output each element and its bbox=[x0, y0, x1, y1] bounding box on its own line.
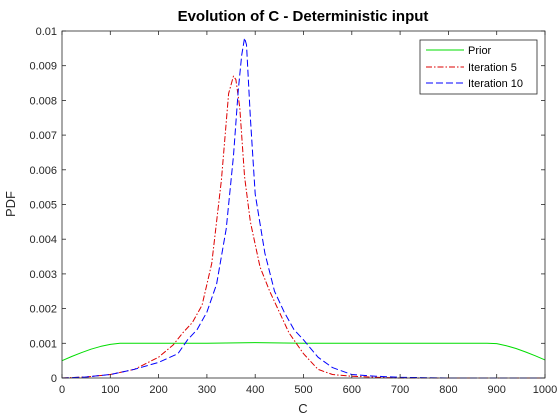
x-tick-label: 1000 bbox=[533, 384, 557, 396]
x-tick-label: 600 bbox=[343, 384, 361, 396]
series-line-prior bbox=[61, 342, 546, 362]
series-line-iteration-10 bbox=[61, 37, 545, 379]
x-axis-ticks: 0 100 200 300 400 500 600 700 800 900 1000 bbox=[59, 31, 557, 396]
y-tick-label: 0.002 bbox=[29, 304, 57, 316]
legend-label-iteration-5: Iteration 5 bbox=[468, 62, 517, 74]
x-tick-label: 500 bbox=[294, 384, 312, 396]
y-tick-label: 0.01 bbox=[36, 26, 57, 38]
y-axis-ticks: 0 0.001 0.002 0.003 0.004 0.005 0.006 0.007 0.00… bbox=[29, 26, 545, 385]
x-tick-label: 0 bbox=[59, 384, 65, 396]
legend-label-iteration-10: Iteration 10 bbox=[468, 78, 523, 90]
x-tick-label: 800 bbox=[439, 384, 457, 396]
legend-label-prior: Prior bbox=[468, 45, 492, 57]
y-tick-label: 0.004 bbox=[29, 234, 57, 246]
y-axis-label: PDF bbox=[3, 191, 18, 217]
y-tick-label: 0.003 bbox=[29, 269, 57, 281]
x-tick-label: 400 bbox=[246, 384, 264, 396]
y-tick-label: 0 bbox=[51, 373, 57, 385]
y-tick-label: 0.008 bbox=[29, 95, 57, 107]
y-tick-label: 0.001 bbox=[29, 338, 57, 350]
y-tick-label: 0.009 bbox=[29, 61, 57, 73]
series-line-iteration-5 bbox=[61, 75, 545, 379]
y-tick-label: 0.006 bbox=[29, 165, 57, 177]
chart-title: Evolution of C - Deterministic input bbox=[178, 8, 429, 25]
x-tick-label: 100 bbox=[101, 384, 119, 396]
x-tick-label: 300 bbox=[198, 384, 216, 396]
legend: Prior Iteration 5 Iteration 10 bbox=[419, 39, 538, 95]
x-axis-label: C bbox=[298, 401, 307, 416]
y-tick-label: 0.005 bbox=[29, 200, 57, 212]
y-tick-label: 0.007 bbox=[29, 130, 57, 142]
x-tick-label: 200 bbox=[149, 384, 167, 396]
x-tick-label: 900 bbox=[488, 384, 506, 396]
x-tick-label: 700 bbox=[391, 384, 409, 396]
plot-lines bbox=[61, 37, 546, 379]
